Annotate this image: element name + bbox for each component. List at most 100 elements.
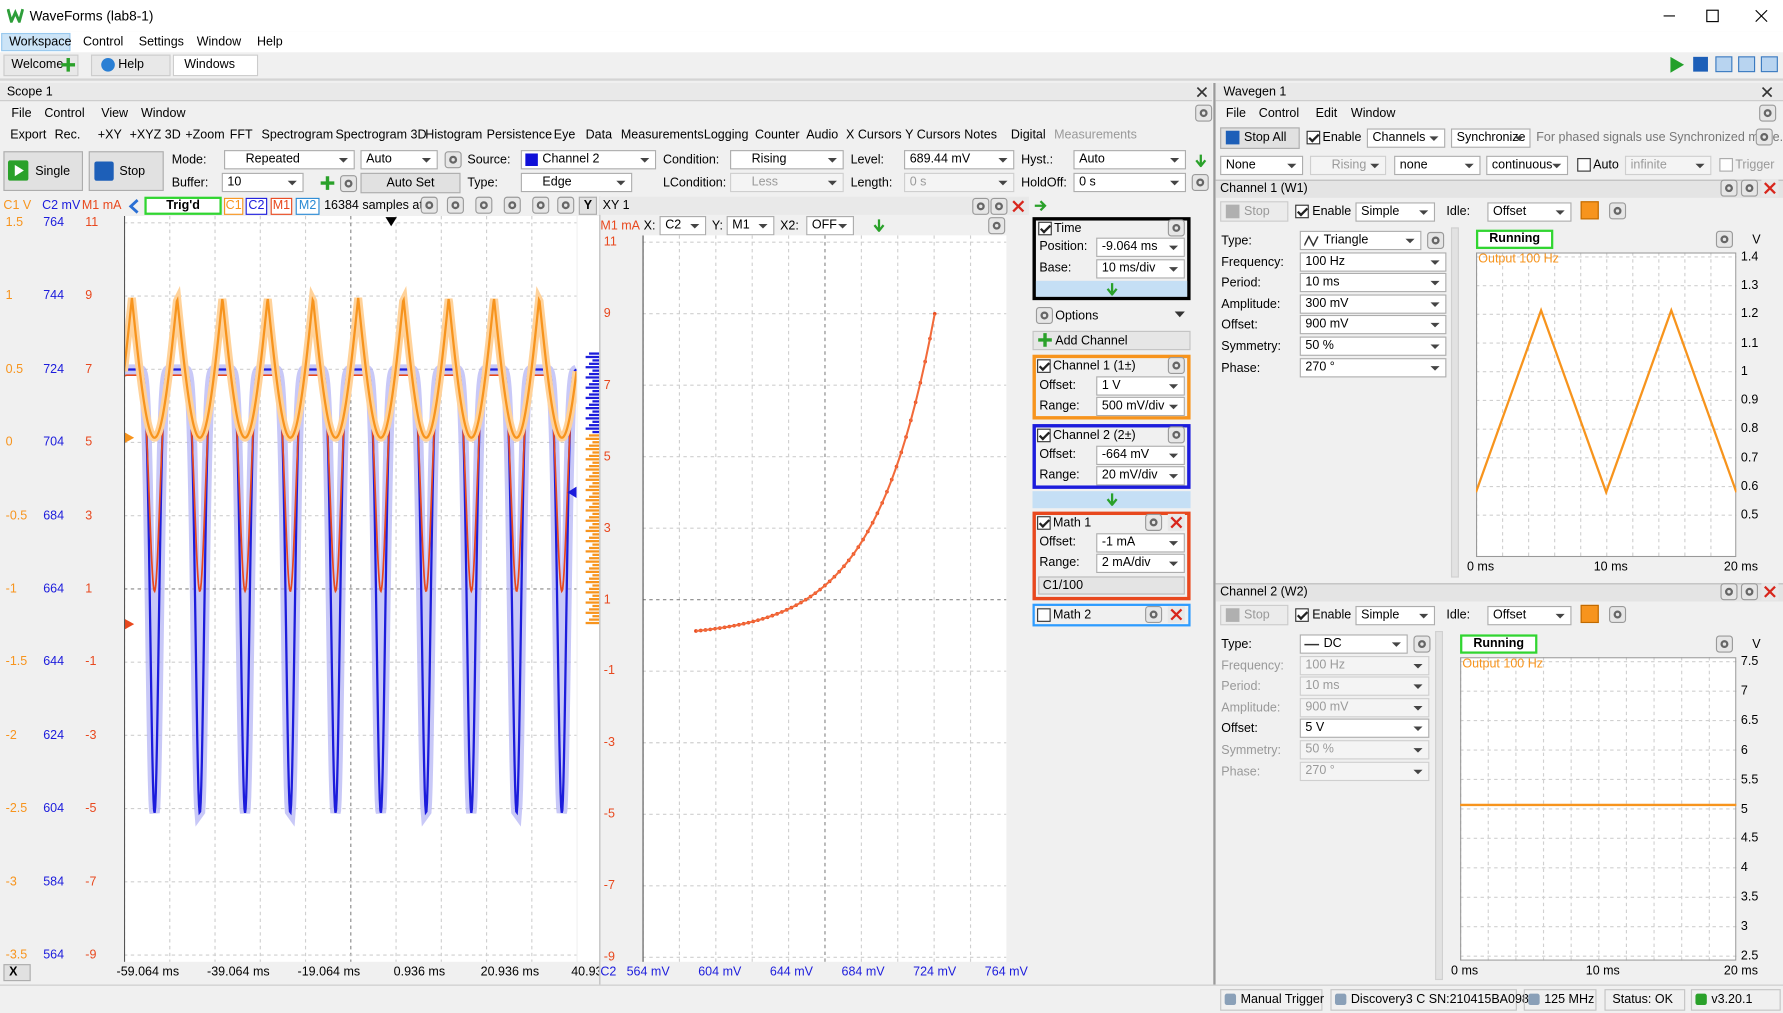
field-value[interactable]: Simple [1355,605,1436,626]
toolbar-item[interactable]: +XYZ 3D [129,128,181,143]
control-value[interactable]: Auto [1073,150,1187,170]
icon-button[interactable] [1609,605,1627,624]
field-value[interactable]: None [1220,155,1304,176]
status-item[interactable]: Manual Trigger [1220,989,1324,1011]
icon-button[interactable] [1145,513,1163,531]
field-value[interactable]: Synchronize [1450,128,1531,148]
icon-button[interactable] [1191,173,1209,192]
field-value[interactable]: Channels [1366,128,1446,148]
toolbar-item[interactable]: Y Cursors [905,128,961,143]
icon-button[interactable] [1609,202,1627,220]
toolbar-item[interactable]: Export [10,128,47,143]
toolbar-item[interactable]: Histogram [425,128,483,143]
checkbox[interactable] [1037,359,1051,373]
status-item[interactable]: Status: OK [1604,989,1686,1011]
menu-item[interactable]: Edit [1315,106,1338,121]
field-value[interactable]: M1 [726,216,775,236]
toolbar-item[interactable]: Rec. [54,128,81,143]
control-value[interactable]: Rising [730,150,844,170]
menu-item[interactable]: Window [196,35,242,49]
delete-icon[interactable] [1167,605,1185,624]
field-value[interactable]: 2 mA/div [1096,553,1185,574]
x-button[interactable]: X [3,964,31,982]
param-value[interactable]: 10 ms [1299,273,1447,293]
toolbar-item[interactable]: Audio [806,128,839,143]
icon-button[interactable] [557,196,575,214]
control-value[interactable]: 689.44 mV [904,150,1015,170]
icon-button[interactable] [444,151,462,169]
field-value[interactable]: Offset [1487,202,1572,222]
control-value[interactable]: 10 [221,172,304,193]
param-value[interactable]: Triangle [1299,230,1422,251]
close-icon[interactable] [1196,86,1208,98]
icon-button[interactable] [339,175,358,193]
toolbar-item[interactable]: Counter [755,128,800,143]
field-value[interactable]: -9.064 ms [1096,237,1185,257]
menu-item[interactable]: Settings [138,35,184,49]
icon-button[interactable] [446,196,464,214]
channel-tag[interactable]: M1 [270,197,293,215]
channel-tag[interactable]: M2 [295,197,320,215]
field-value[interactable]: 1 V [1096,376,1185,396]
delete-icon[interactable] [1009,197,1027,215]
tab[interactable] [172,54,259,77]
toolbar-item[interactable]: Eye [553,128,576,143]
param-value[interactable]: 5 V [1299,718,1430,739]
icon-button[interactable] [988,217,1006,235]
checkbox[interactable] [1037,608,1051,622]
delete-icon[interactable] [1167,513,1185,531]
window-controls[interactable] [1655,5,1780,28]
param-value[interactable]: 50 % [1299,336,1447,356]
icon-button[interactable] [1740,179,1758,197]
trigger-mode[interactable]: Auto [360,150,438,170]
field-value[interactable]: none [1394,155,1481,176]
toolbar-item[interactable]: Measurements [620,128,704,143]
menu-item[interactable]: Control [44,106,85,121]
checkbox[interactable] [1295,204,1309,219]
toolbar-item[interactable]: +Zoom [185,128,225,143]
icon-button[interactable] [972,197,990,215]
control-value[interactable]: Channel 2 [520,150,657,170]
param-value[interactable]: 100 Hz [1299,251,1447,272]
field-value[interactable]: Offset [1487,605,1572,626]
field-value[interactable]: -664 mV [1096,445,1185,466]
field-value[interactable]: -1 mA [1096,533,1185,553]
menu-item[interactable]: Control [83,35,124,49]
icon-button[interactable] [1720,179,1738,197]
icon-button[interactable] [1720,583,1738,601]
add-channel-button[interactable] [1032,330,1191,351]
auto-set-button[interactable]: Auto Set [360,172,461,194]
stop-button[interactable] [88,151,164,192]
field-value[interactable]: 10 ms/div [1096,259,1185,279]
param-value[interactable]: 300 mV [1299,294,1447,314]
param-value[interactable]: 270 ° [1299,357,1447,377]
delete-icon[interactable] [1761,583,1779,601]
channel-tag[interactable]: C2 [245,197,268,215]
icon-button[interactable] [1195,104,1213,122]
control-value[interactable]: Edge [520,172,633,193]
icon-button[interactable] [1145,605,1163,624]
menu-item[interactable]: File [11,106,32,121]
control-value[interactable]: Repeated [224,150,355,170]
icon-button[interactable] [1715,635,1733,653]
checkbox[interactable] [1037,516,1051,530]
run-toolbar[interactable] [1667,55,1781,75]
icon-button[interactable] [1740,583,1758,601]
control-value[interactable]: 0 s [1073,172,1187,193]
toolbar-item[interactable]: X Cursors [846,128,902,143]
toolbar-item[interactable]: Spectrogram [261,128,334,143]
field-value[interactable]: continuous [1486,155,1569,176]
field-value[interactable]: 500 mV/div [1096,396,1185,417]
param-value[interactable]: 900 mV [1299,315,1447,335]
menu-item[interactable]: Window [141,106,186,121]
field-value[interactable]: OFF [806,216,854,236]
checkbox[interactable] [1037,428,1051,443]
delete-icon[interactable] [1761,179,1779,197]
menu-item[interactable]: File [1225,106,1246,121]
stop-all-button[interactable] [1220,127,1300,149]
icon-button[interactable] [475,196,493,214]
icon-button[interactable] [1035,306,1053,325]
checkbox[interactable] [1038,221,1052,236]
options-label[interactable]: Options [1055,309,1099,323]
menu-item[interactable]: Workspace [9,35,72,49]
